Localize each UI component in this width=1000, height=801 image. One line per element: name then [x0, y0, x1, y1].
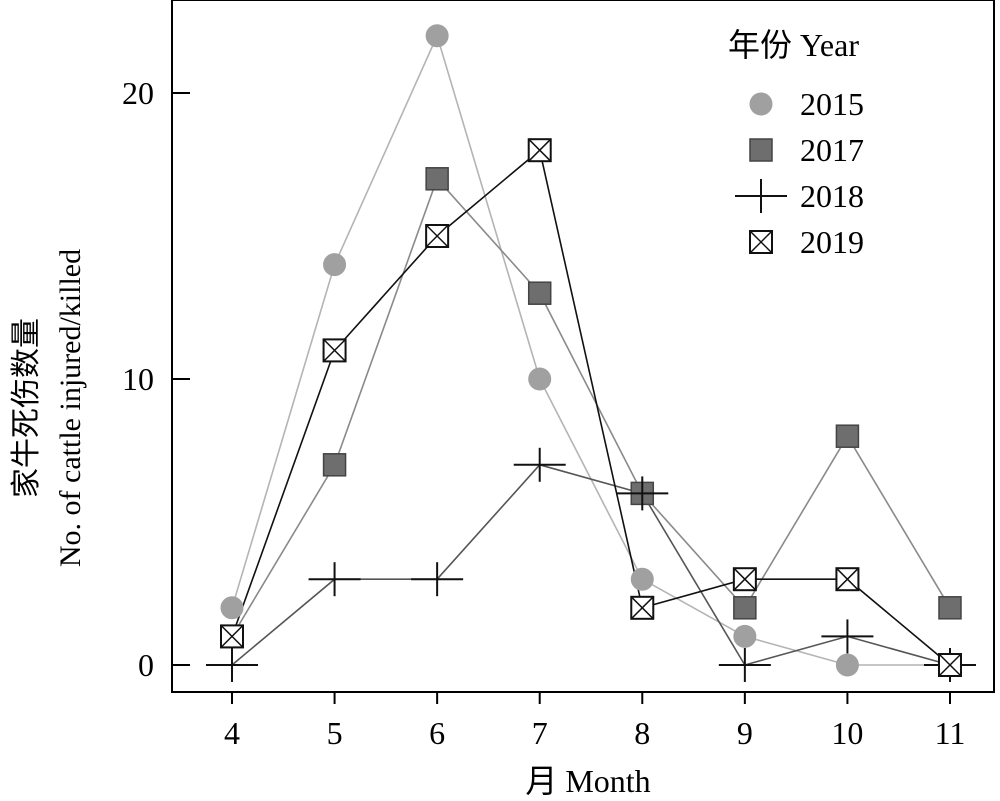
data-point-2017-month-11 [938, 596, 962, 620]
x-axis: 4 5 6 7 8 9 10 11 [224, 692, 965, 751]
data-point-2017-month-7 [527, 281, 552, 305]
legend-marker-2019 [749, 230, 773, 254]
x-tick-label-11: 11 [935, 715, 966, 751]
data-point-2019-month-8 [630, 595, 655, 620]
data-point-2015-month-6 [425, 24, 449, 48]
data-point-2017-month-10 [835, 424, 860, 448]
x-tick-label-7: 7 [532, 715, 548, 751]
series-lines [231, 33, 951, 666]
y-tick-label-10: 10 [122, 361, 154, 397]
series-line-2018 [231, 463, 951, 666]
series-line-2019 [231, 148, 951, 666]
legend-label-2018: 2018 [800, 178, 864, 214]
legend-entry-2017: 2017 [749, 132, 864, 168]
legend-marker-2015 [749, 92, 773, 116]
y-axis: 0 10 20 [122, 75, 190, 683]
x-tick-label-4: 4 [224, 715, 240, 751]
y-axis-label-chinese: 家牛死伤数量 [10, 318, 43, 498]
data-point-2018-month-5 [308, 562, 361, 597]
y-axis-title: 家牛死伤数量 No. of cattle injured/killed [10, 249, 87, 567]
data-point-2018-month-9 [718, 648, 771, 682]
legend-label-2017: 2017 [800, 132, 864, 168]
x-tick-label-6: 6 [429, 715, 445, 751]
legend-label-2019: 2019 [800, 224, 864, 260]
data-point-2019-month-9 [732, 567, 757, 592]
series-points-2018 [206, 447, 976, 682]
legend-entry-2018: 2018 [735, 178, 864, 214]
data-point-2019-month-5 [322, 338, 347, 363]
legend-marker-2018 [735, 179, 787, 213]
y-tick-label-20: 20 [122, 75, 154, 111]
legend: 年份 Year 2015 2017 2018 2019 [728, 27, 864, 260]
data-point-2019-month-4 [220, 624, 244, 649]
data-point-2017-month-5 [322, 453, 347, 477]
data-point-2015-month-9 [733, 624, 757, 648]
y-tick-label-0: 0 [138, 647, 154, 683]
data-point-2015-month-10 [835, 653, 859, 677]
x-tick-label-10: 10 [831, 715, 863, 751]
data-point-2019-month-11 [937, 653, 962, 677]
series-points-2019 [220, 138, 962, 677]
series-line-2017 [231, 177, 951, 637]
data-point-2019-month-6 [425, 224, 450, 248]
data-point-2017-month-6 [425, 167, 449, 191]
legend-label-2015: 2015 [800, 86, 864, 122]
x-axis-title: 月 Month [525, 763, 650, 799]
data-point-2015-month-7 [528, 367, 552, 391]
x-tick-label-8: 8 [634, 715, 650, 751]
x-tick-label-5: 5 [327, 715, 343, 751]
data-point-2015-month-8 [630, 567, 654, 591]
data-point-2018-month-8 [616, 476, 669, 511]
y-axis-label-english: No. of cattle injured/killed [54, 249, 87, 567]
series-markers [206, 24, 976, 682]
legend-entry-2019: 2019 [749, 224, 864, 260]
data-point-2018-month-7 [513, 447, 566, 482]
data-point-2018-month-10 [821, 619, 874, 654]
data-point-2019-month-7 [527, 138, 552, 163]
legend-marker-2017 [749, 138, 773, 162]
legend-title: 年份 Year [728, 27, 859, 63]
data-point-2019-month-10 [835, 567, 860, 592]
data-point-2017-month-9 [733, 596, 757, 620]
data-point-2015-month-4 [220, 596, 244, 620]
data-point-2018-month-4 [206, 648, 258, 682]
data-point-2015-month-5 [323, 253, 347, 277]
plot-frame [171, 0, 995, 693]
legend-entry-2015: 2015 [749, 86, 864, 122]
x-tick-label-9: 9 [737, 715, 753, 751]
data-point-2018-month-6 [411, 562, 464, 597]
